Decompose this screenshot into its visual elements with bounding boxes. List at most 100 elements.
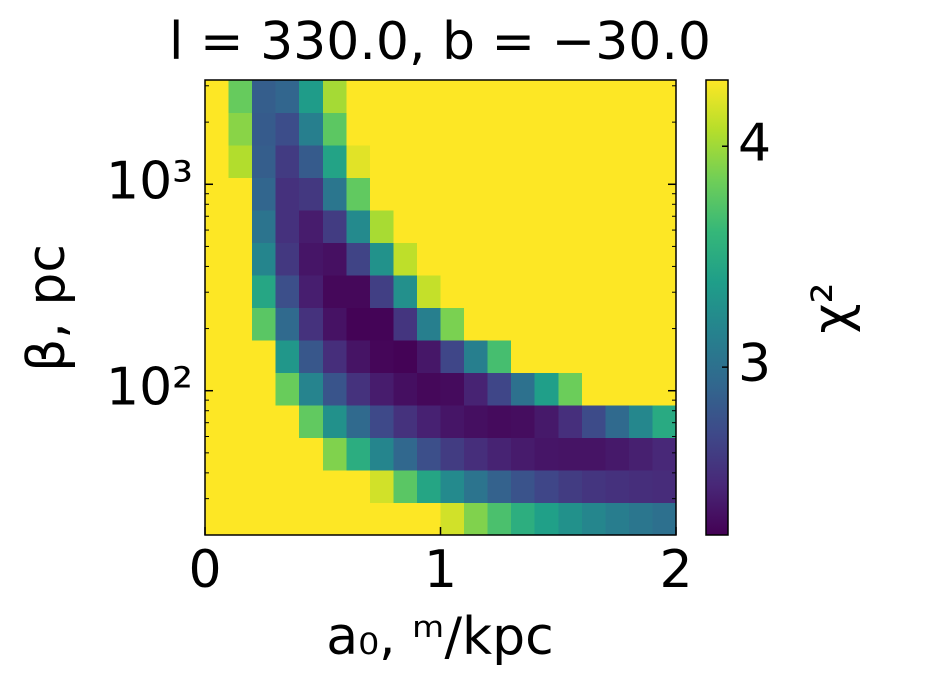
heatmap-cell [228,307,253,341]
heatmap-cell [346,502,371,535]
heatmap-cell [605,404,630,439]
heatmap-cell [299,144,324,178]
heatmap-cell [299,307,324,341]
heatmap-cell [511,274,536,308]
heatmap-cell [628,209,653,243]
heatmap-cell [511,470,536,504]
heatmap-cell [440,209,465,243]
heatmap-cell [369,112,394,146]
heatmap-cell [487,339,512,373]
heatmap-cell [322,80,347,113]
heatmap-cell [346,470,371,504]
heatmap-cell [464,372,489,406]
heatmap-cell [487,502,512,535]
heatmap-cell [628,437,653,471]
heatmap-cell [628,307,653,341]
heatmap-cell [558,470,583,504]
heatmap-cell [628,144,653,178]
heatmap-cell [652,242,676,276]
heatmap-cell [652,274,676,308]
heatmap-cell [205,80,230,113]
heatmap-cell [534,470,559,504]
heatmap-cell [252,112,277,146]
heatmap-cell [581,307,606,341]
heatmap-cell [652,470,676,504]
heatmap-cell [322,437,347,471]
heatmap-cell [558,339,583,373]
heatmap-cell [393,372,418,406]
heatmap-cell [534,112,559,146]
y-tick-label: 10³ [106,151,193,211]
heatmap-cell [534,177,559,211]
heatmap-cell [487,307,512,341]
heatmap-cell [205,307,230,341]
heatmap-cell [464,339,489,373]
heatmap-cell [205,274,230,308]
heatmap-cell [440,437,465,471]
heatmap-cell [299,404,324,439]
heatmap-cell [275,144,300,178]
heatmap-cell [252,242,277,276]
heatmap-cell [487,144,512,178]
heatmap-cell [511,80,536,113]
colorbar-tick-label: 4 [738,113,771,173]
heatmap-cell [346,80,371,113]
heatmap-cell [581,470,606,504]
heatmap-cell [252,177,277,211]
heatmap-cell [205,144,230,178]
heatmap-cell [416,209,441,243]
heatmap-cell [440,274,465,308]
heatmap-cell [369,144,394,178]
colorbar-tick-label: 3 [738,334,771,394]
heatmap-cell [228,144,253,178]
heatmap-cell [652,437,676,471]
heatmap-cell [299,502,324,535]
heatmap-cell [534,307,559,341]
heatmap-cell [393,307,418,341]
heatmap-cell [605,339,630,373]
heatmap-cell [534,80,559,113]
heatmap-cell [322,144,347,178]
heatmap-cell [322,404,347,439]
heatmap-cell [275,209,300,243]
heatmap-cell [464,307,489,341]
heatmap-cell [275,372,300,406]
heatmap-cell [228,437,253,471]
heatmap-cell [511,144,536,178]
heatmap-cell [252,437,277,471]
heatmap-cell [346,307,371,341]
heatmap-cell [652,177,676,211]
heatmap-cell [275,112,300,146]
heatmap-cell [275,339,300,373]
heatmap-cell [558,80,583,113]
heatmap-cell [487,112,512,146]
heatmap-cell [369,372,394,406]
heatmap-cell [393,502,418,535]
heatmap-cell [581,339,606,373]
heatmap-cell [322,470,347,504]
heatmap-cell [369,209,394,243]
heatmap-cell [299,274,324,308]
heatmap-cell [511,404,536,439]
heatmap-cell [511,177,536,211]
heatmap-cell [346,437,371,471]
heatmap-cell [605,274,630,308]
heatmap-cell [346,112,371,146]
x-tick-label: 0 [188,540,221,600]
heatmap-cell [534,404,559,439]
heatmap-cell [416,177,441,211]
heatmap-cell [581,437,606,471]
heatmap-cell [652,209,676,243]
heatmap-cell [205,242,230,276]
heatmap-cell [346,274,371,308]
heatmap-cell [558,437,583,471]
heatmap-cell [628,274,653,308]
heatmap-cell [440,242,465,276]
heatmap-cell [322,242,347,276]
heatmap-cell [558,404,583,439]
colorbar-label: χ² [802,283,862,334]
heatmap-cell [275,177,300,211]
heatmap-cell [205,209,230,243]
heatmap-cell [393,177,418,211]
heatmap-cell [440,470,465,504]
